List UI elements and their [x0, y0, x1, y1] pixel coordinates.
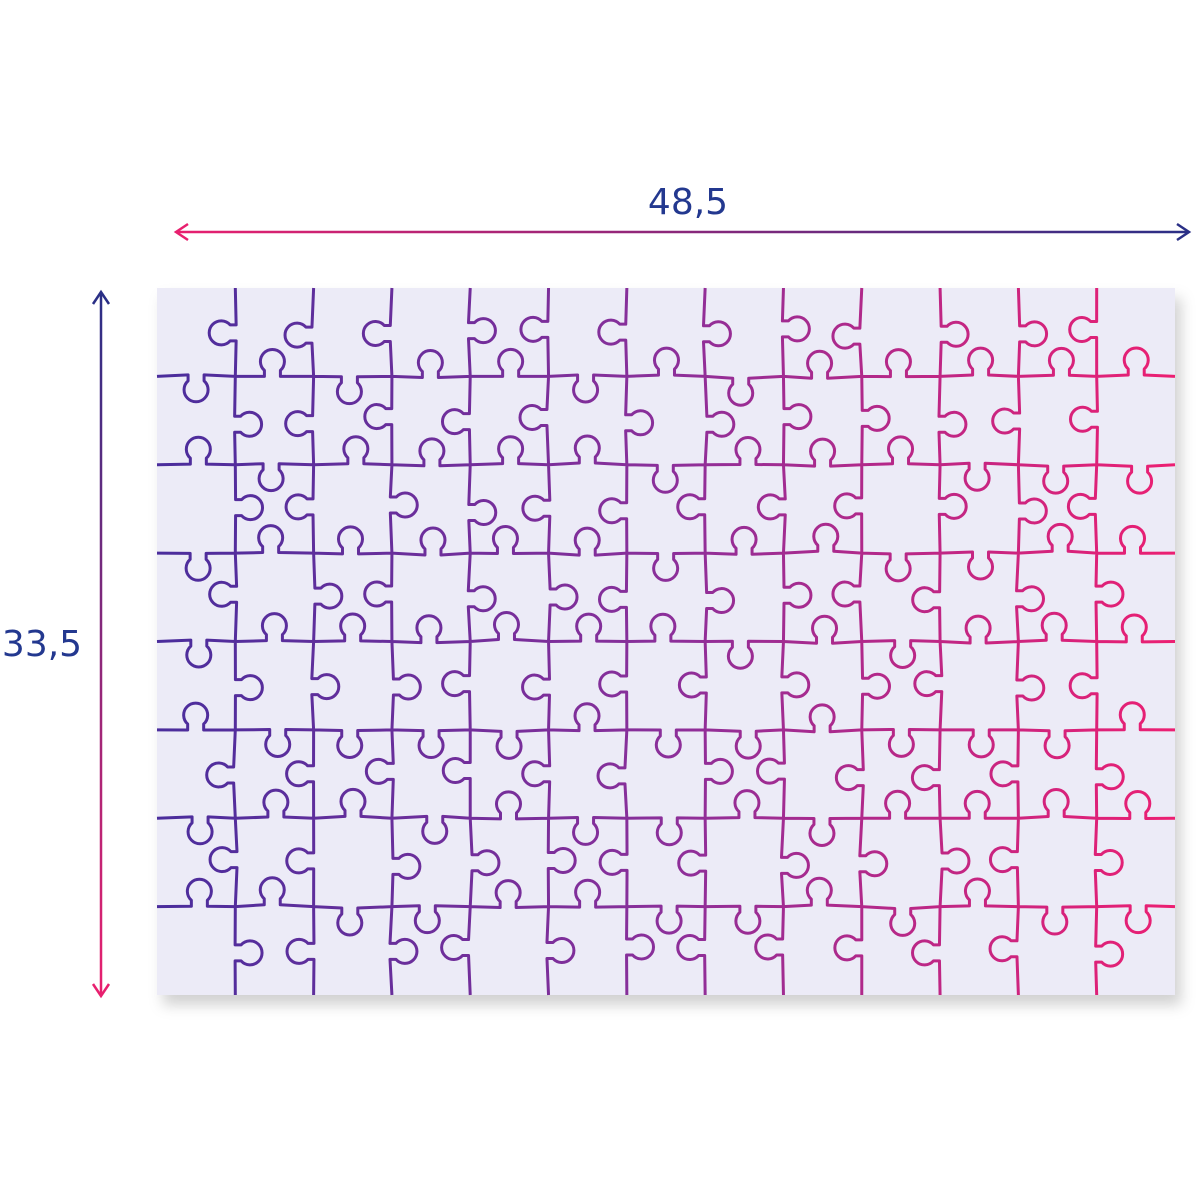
height-arrow: [91, 289, 111, 999]
width-label: 48,5: [648, 182, 728, 223]
width-arrow: [173, 222, 1192, 242]
height-label: 33,5: [2, 624, 82, 665]
puzzle-cuts: [156, 287, 1176, 996]
